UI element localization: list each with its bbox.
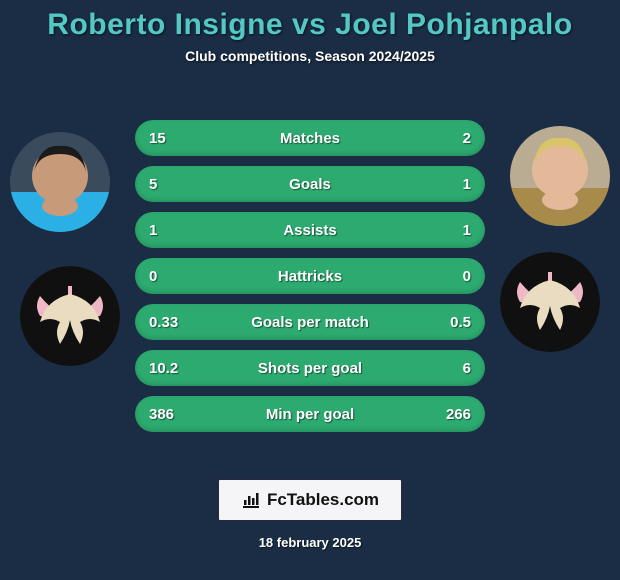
club-left-logo [20, 266, 120, 366]
club-right-logo [500, 252, 600, 352]
stat-left-value: 0 [149, 268, 189, 285]
stat-row: 0.33Goals per match0.5 [135, 304, 485, 340]
stat-row: 0Hattricks0 [135, 258, 485, 294]
stat-left-value: 386 [149, 406, 189, 423]
stat-right-value: 6 [431, 360, 471, 377]
player-left-avatar [10, 132, 110, 232]
brand-badge: FcTables.com [218, 479, 402, 521]
stat-left-value: 5 [149, 176, 189, 193]
stat-left-value: 1 [149, 222, 189, 239]
stat-label: Goals [189, 176, 431, 193]
stat-right-value: 1 [431, 222, 471, 239]
stat-left-value: 10.2 [149, 360, 189, 377]
stat-right-value: 266 [431, 406, 471, 423]
stat-right-value: 0 [431, 268, 471, 285]
subtitle: Club competitions, Season 2024/2025 [0, 48, 620, 64]
stats-table: 15Matches25Goals11Assists10Hattricks00.3… [135, 120, 485, 442]
comparison-card: Roberto Insigne vs Joel Pohjanpalo Club … [0, 0, 620, 580]
chart-icon [241, 490, 261, 510]
player-right-avatar [510, 126, 610, 226]
stat-left-value: 15 [149, 130, 189, 147]
stat-label: Assists [189, 222, 431, 239]
stat-right-value: 1 [431, 176, 471, 193]
stat-label: Shots per goal [189, 360, 431, 377]
stat-label: Goals per match [189, 314, 431, 331]
date-text: 18 february 2025 [0, 535, 620, 550]
stat-label: Hattricks [189, 268, 431, 285]
stat-row: 10.2Shots per goal6 [135, 350, 485, 386]
avatar-left-icon [10, 132, 110, 232]
stat-row: 15Matches2 [135, 120, 485, 156]
club-right-icon [500, 252, 600, 352]
avatar-right-icon [510, 126, 610, 226]
stat-label: Min per goal [189, 406, 431, 423]
stat-row: 386Min per goal266 [135, 396, 485, 432]
stat-right-value: 0.5 [431, 314, 471, 331]
footer: FcTables.com 18 february 2025 [0, 479, 620, 550]
stat-label: Matches [189, 130, 431, 147]
brand-text: FcTables.com [267, 490, 379, 510]
stat-row: 5Goals1 [135, 166, 485, 202]
club-left-icon [20, 266, 120, 366]
stat-right-value: 2 [431, 130, 471, 147]
stat-row: 1Assists1 [135, 212, 485, 248]
page-title: Roberto Insigne vs Joel Pohjanpalo [0, 8, 620, 42]
stat-left-value: 0.33 [149, 314, 189, 331]
